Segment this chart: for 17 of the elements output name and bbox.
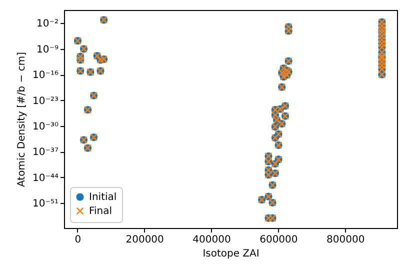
y-tick-label: 10⁻² bbox=[36, 18, 58, 30]
legend-label: Final bbox=[89, 206, 112, 217]
y-tick-label: 10⁻⁴⁴ bbox=[32, 172, 58, 184]
y-tick-label: 10⁻³⁷ bbox=[32, 147, 58, 158]
x-tick-label: 400000 bbox=[192, 234, 231, 246]
y-tick-label: 10⁻¹⁶ bbox=[32, 70, 58, 82]
x-axis-title: Isotope ZAI bbox=[202, 248, 260, 260]
x-tick-label: 200000 bbox=[126, 234, 164, 246]
x-tick-label: 600000 bbox=[260, 234, 298, 246]
legend-label: Initial bbox=[89, 192, 117, 203]
x-tick-label: 800000 bbox=[326, 234, 365, 246]
y-tick-label: 10⁻⁵¹ bbox=[32, 198, 58, 210]
y-tick-label: 10⁻²³ bbox=[32, 96, 58, 107]
y-tick-label: 10⁻³⁰ bbox=[32, 121, 58, 132]
x-tick-label: 0 bbox=[74, 234, 82, 246]
y-axis-title: Atomic Density [#/b − cm] bbox=[16, 52, 28, 187]
y-tick-label: 10⁻⁹ bbox=[36, 44, 58, 56]
